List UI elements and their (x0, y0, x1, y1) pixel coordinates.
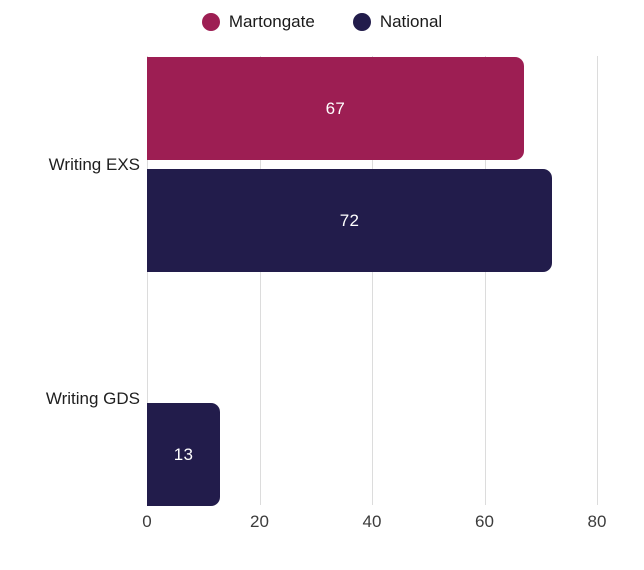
bar-national-writing-exs[interactable]: 72 (147, 169, 552, 272)
x-axis-tick-60: 60 (475, 512, 494, 531)
legend-swatch-national-icon (352, 13, 371, 31)
x-axis-tick-20: 20 (250, 512, 269, 531)
x-axis-tick-40: 40 (362, 512, 382, 531)
gridline-x-0 (147, 56, 148, 505)
gridline-x-60 (484, 56, 486, 505)
x-axis-tick-0: 0 (142, 512, 152, 531)
bar-value-label: 72 (339, 210, 360, 230)
legend-item-national[interactable]: National (352, 11, 443, 33)
legend-label-national: National (379, 12, 443, 31)
legend-item-martongate[interactable]: Martongate (201, 11, 315, 33)
bar-national-writing-gds[interactable]: 13 (147, 403, 221, 506)
gridline-x-20 (259, 56, 261, 505)
gridline-x-40 (372, 56, 373, 505)
gridline-x-80 (597, 56, 598, 505)
chart-legend: Martongate National (0, 11, 644, 33)
bar-value-label: 67 (325, 98, 346, 118)
category-label-writing-gds: Writing GDS (45, 388, 140, 408)
legend-label-martongate: Martongate (228, 12, 315, 31)
x-axis-tick-80: 80 (587, 512, 607, 531)
category-label-writing-exs: Writing EXS (48, 154, 140, 174)
bar-value-label: 13 (173, 444, 194, 464)
legend-swatch-martongate-icon (201, 13, 220, 31)
bar-martongate-writing-exs[interactable]: 67 (147, 57, 524, 160)
